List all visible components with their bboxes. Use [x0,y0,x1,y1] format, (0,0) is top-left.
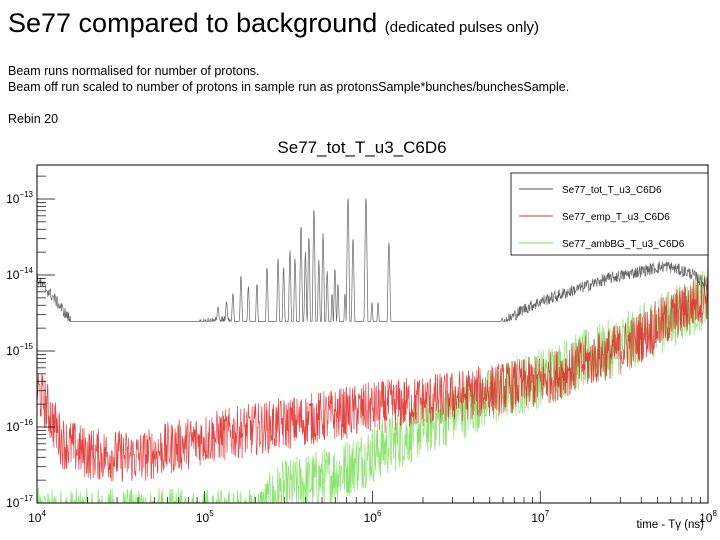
description-line-1: Beam runs normalised for number of proto… [8,64,260,78]
legend-label: Se77_ambBG_T_u3_C6D6 [562,239,685,250]
y-tick-base: 10 [6,344,20,358]
legend: Se77_tot_T_u3_C6D6 Se77_emp_T_u3_C6D6 Se77… [510,172,709,256]
series-line-Se77_emp_T_u3_C6D6 [36,275,709,482]
legend-label: Se77_emp_T_u3_C6D6 [562,212,670,223]
x-tick-base: 10 [28,511,42,525]
y-tick-label: 10−17 [6,494,33,510]
x-tick-exp: 6 [377,509,382,518]
x-tick-base: 10 [699,511,713,525]
legend-label: Se77_tot_T_u3_C6D6 [562,185,662,196]
description-line-2: Beam off run scaled to number of protons… [8,80,570,94]
y-tick-label: 10−15 [6,342,33,358]
x-tick-exp: 4 [41,509,46,518]
slide-title-main: Se77 compared to background [8,8,378,38]
legend-box [510,172,709,256]
x-tick-base: 10 [196,511,210,525]
x-tick-exp: 8 [712,509,717,518]
y-tick-label: 10−13 [6,190,33,206]
series-line-Se77_tot_T_u3_C6D6 [36,198,709,323]
x-tick-label: 105 [196,509,214,525]
chart-title: Se77_tot_T_u3_C6D6 [277,138,446,157]
x-tick-base: 10 [364,511,378,525]
y-tick-exp: −15 [19,342,33,351]
y-tick-exp: −17 [19,494,33,503]
rebin-note: Rebin 20 [8,112,59,126]
y-tick-label: 10−14 [6,266,33,282]
x-tick-label: 106 [364,509,382,525]
x-tick-exp: 7 [545,509,550,518]
y-tick-base: 10 [6,420,20,434]
x-tick-label: 108 [699,509,717,525]
x-axis-label: time - Tγ (ns) [636,519,704,531]
x-tick-base: 10 [531,511,545,525]
x-tick-label: 104 [28,509,46,525]
y-tick-exp: −14 [19,266,33,275]
slide-title: Se77 compared to background (dedicated p… [8,8,539,39]
y-tick-base: 10 [6,268,20,282]
x-tick-label: 107 [531,509,549,525]
y-tick-exp: −16 [19,418,33,427]
y-tick-label: 10−16 [6,418,33,434]
y-tick-exp: −13 [19,190,33,199]
y-tick-base: 10 [6,192,20,206]
slide-title-note: (dedicated pulses only) [384,19,540,36]
y-tick-base: 10 [6,496,20,510]
x-tick-exp: 5 [209,509,214,518]
